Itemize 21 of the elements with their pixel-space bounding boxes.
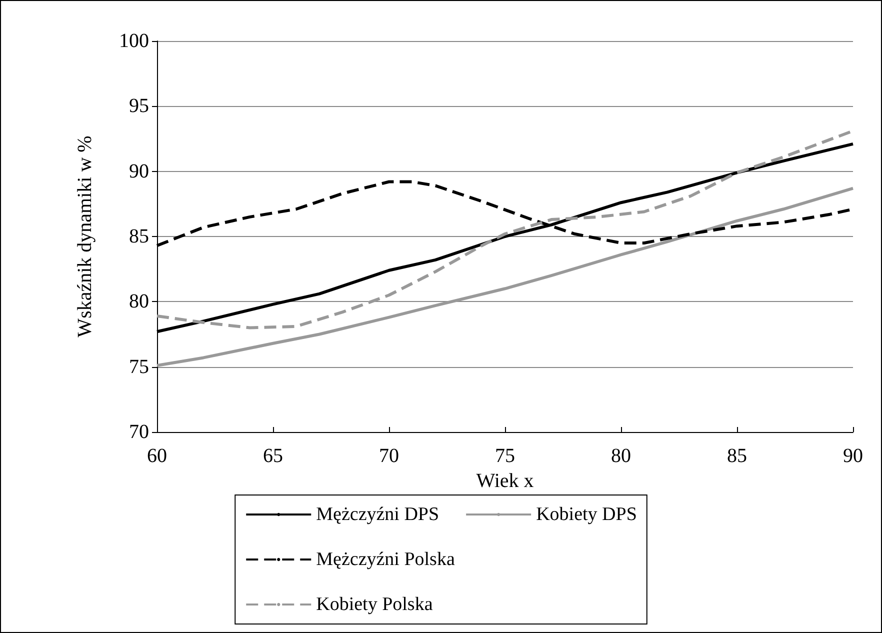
x-tick-label: 70 [379,445,399,467]
legend-label: Kobiety DPS [536,504,637,525]
x-tick-label: 85 [727,445,747,467]
y-tick-label: 85 [129,226,149,248]
legend-label: Mężczyźni Polska [316,549,456,570]
x-tick-label: 65 [263,445,283,467]
x-tick-label: 80 [611,445,631,467]
y-tick-label: 75 [129,356,149,378]
x-tick-label: 60 [147,445,167,467]
legend-label: Kobiety Polska [316,594,434,615]
y-axis-title: Wskaźnik dynamiki w % [74,136,96,338]
x-tick-label: 90 [843,445,863,467]
y-tick-label: 90 [129,160,149,182]
y-tick-label: 95 [129,95,149,118]
y-tick-label: 100 [119,30,149,52]
line-series [156,186,854,368]
legend-label: Mężczyźni DPS [316,504,440,525]
y-tick-label: 80 [129,290,149,313]
x-axis-title: Wiek x [476,470,534,492]
x-tick-label: 75 [495,445,515,467]
y-tick-label: 70 [129,421,149,443]
